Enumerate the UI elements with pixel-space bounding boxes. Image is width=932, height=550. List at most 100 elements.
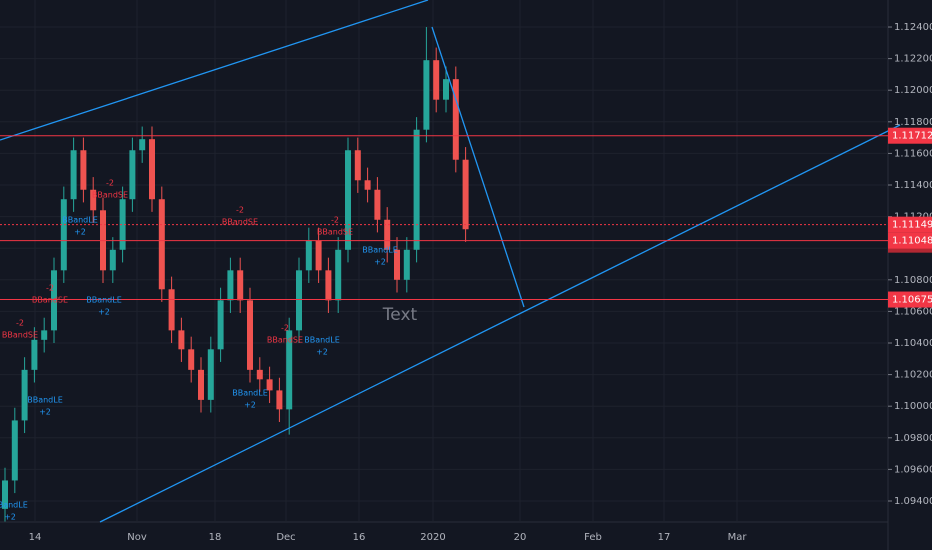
y-tick-label: 1.12000 [894,85,932,96]
signal-label: BBandLE [86,296,122,305]
y-tick-label: 1.12400 [894,22,932,33]
candle-body [139,139,146,151]
candle-body [276,390,283,410]
signal-label: BBandSE [317,228,353,237]
candle-body [345,150,351,250]
trend-line [0,0,429,141]
candle-body [198,369,204,400]
candle-body [315,240,322,271]
signal-label: BBandLE [304,336,340,345]
y-tick-label: 1.12200 [894,54,932,65]
candle-body [237,270,244,301]
price-label: 1.11712 [892,131,932,142]
signal-label: BBandLE [62,216,98,225]
y-tick-label: 1.11600 [894,148,932,159]
y-tick-label: 1.09400 [894,496,932,507]
candle-body [21,369,28,421]
x-tick-label: Dec [276,532,295,543]
candle-body [374,189,381,220]
candle-body [296,270,302,331]
signal-note: -2 [106,179,114,188]
signal-note: +2 [4,513,16,522]
text-annotation: Text [382,305,418,325]
candle-body [403,249,410,280]
candle-body [256,369,263,380]
candle-body [70,150,77,200]
y-tick-label: 1.11400 [894,180,932,191]
candle-body [394,249,400,280]
signal-label: BBandSE [222,218,258,227]
signal-note: -2 [46,284,54,293]
signal-note: +2 [74,228,86,237]
candle-body [60,199,67,271]
signal-note: -2 [16,319,24,328]
candle-body [364,180,371,190]
price-label: 1.10675 [892,295,932,306]
y-tick-label: 1.11800 [894,117,932,128]
candle-body [109,249,116,271]
signal-note: +2 [98,308,110,317]
candle-body [266,379,273,391]
candle-body [462,159,469,230]
x-tick-label: 16 [353,532,366,543]
candle-body [433,60,440,100]
candle-body [452,79,459,160]
candle-body [413,129,420,250]
y-tick-label: 1.09800 [894,433,932,444]
x-tick-label: 18 [209,532,222,543]
candle-body [335,249,342,301]
signal-note: +2 [316,348,328,357]
y-tick-label: 1.10600 [894,306,932,317]
candle-body [119,199,126,250]
signal-label: BBandLE [362,246,398,255]
y-tick-label: 1.10800 [894,275,932,286]
candle-body [443,79,449,100]
price-label-bg [888,216,932,233]
candle-body [423,60,430,130]
candle-body [325,270,332,301]
signal-label: BBandSE [2,331,38,340]
plot-area [0,0,888,522]
signal-label: BBandSE [267,336,303,345]
candle-body [188,349,195,370]
price-label-bg [888,291,932,308]
signal-label: BBandSE [92,191,128,200]
candle-body [158,199,165,290]
candle-body [247,300,253,370]
signal-note: +2 [244,401,256,410]
candle-body [80,150,87,190]
signal-note: +2 [374,258,386,267]
y-tick-label: 1.10400 [894,338,932,349]
x-tick-label: 14 [29,532,42,543]
x-tick-label: 20 [514,532,527,543]
signal-label: BBandLE [27,396,63,405]
candle-body [2,480,8,509]
price-label: 1.11149 [892,220,932,231]
price-label: 1.11048 [892,236,932,247]
candle-body [168,289,175,331]
candle-body [227,270,234,301]
signal-label: BBandLE [232,389,268,398]
trend-line [99,124,901,523]
candle-body [51,270,57,331]
candle-body [384,219,391,250]
x-tick-label: 2020 [420,532,445,543]
y-tick-label: 1.10200 [894,370,932,381]
signal-label: BBandLE [0,501,28,510]
x-tick-label: 17 [658,532,671,543]
candle-body [354,150,361,181]
candle-body [11,420,18,481]
candle-body [90,189,97,211]
price-label-bg [888,232,932,249]
candle-body [41,330,48,340]
x-tick-label: Mar [728,532,748,543]
candle-body [129,150,136,200]
candle-body [207,349,214,400]
candle-body [31,339,38,370]
signal-note: +2 [39,408,51,417]
x-tick-label: Feb [584,532,602,543]
x-tick-label: Nov [127,532,147,543]
signal-label: BBandSE [32,296,68,305]
